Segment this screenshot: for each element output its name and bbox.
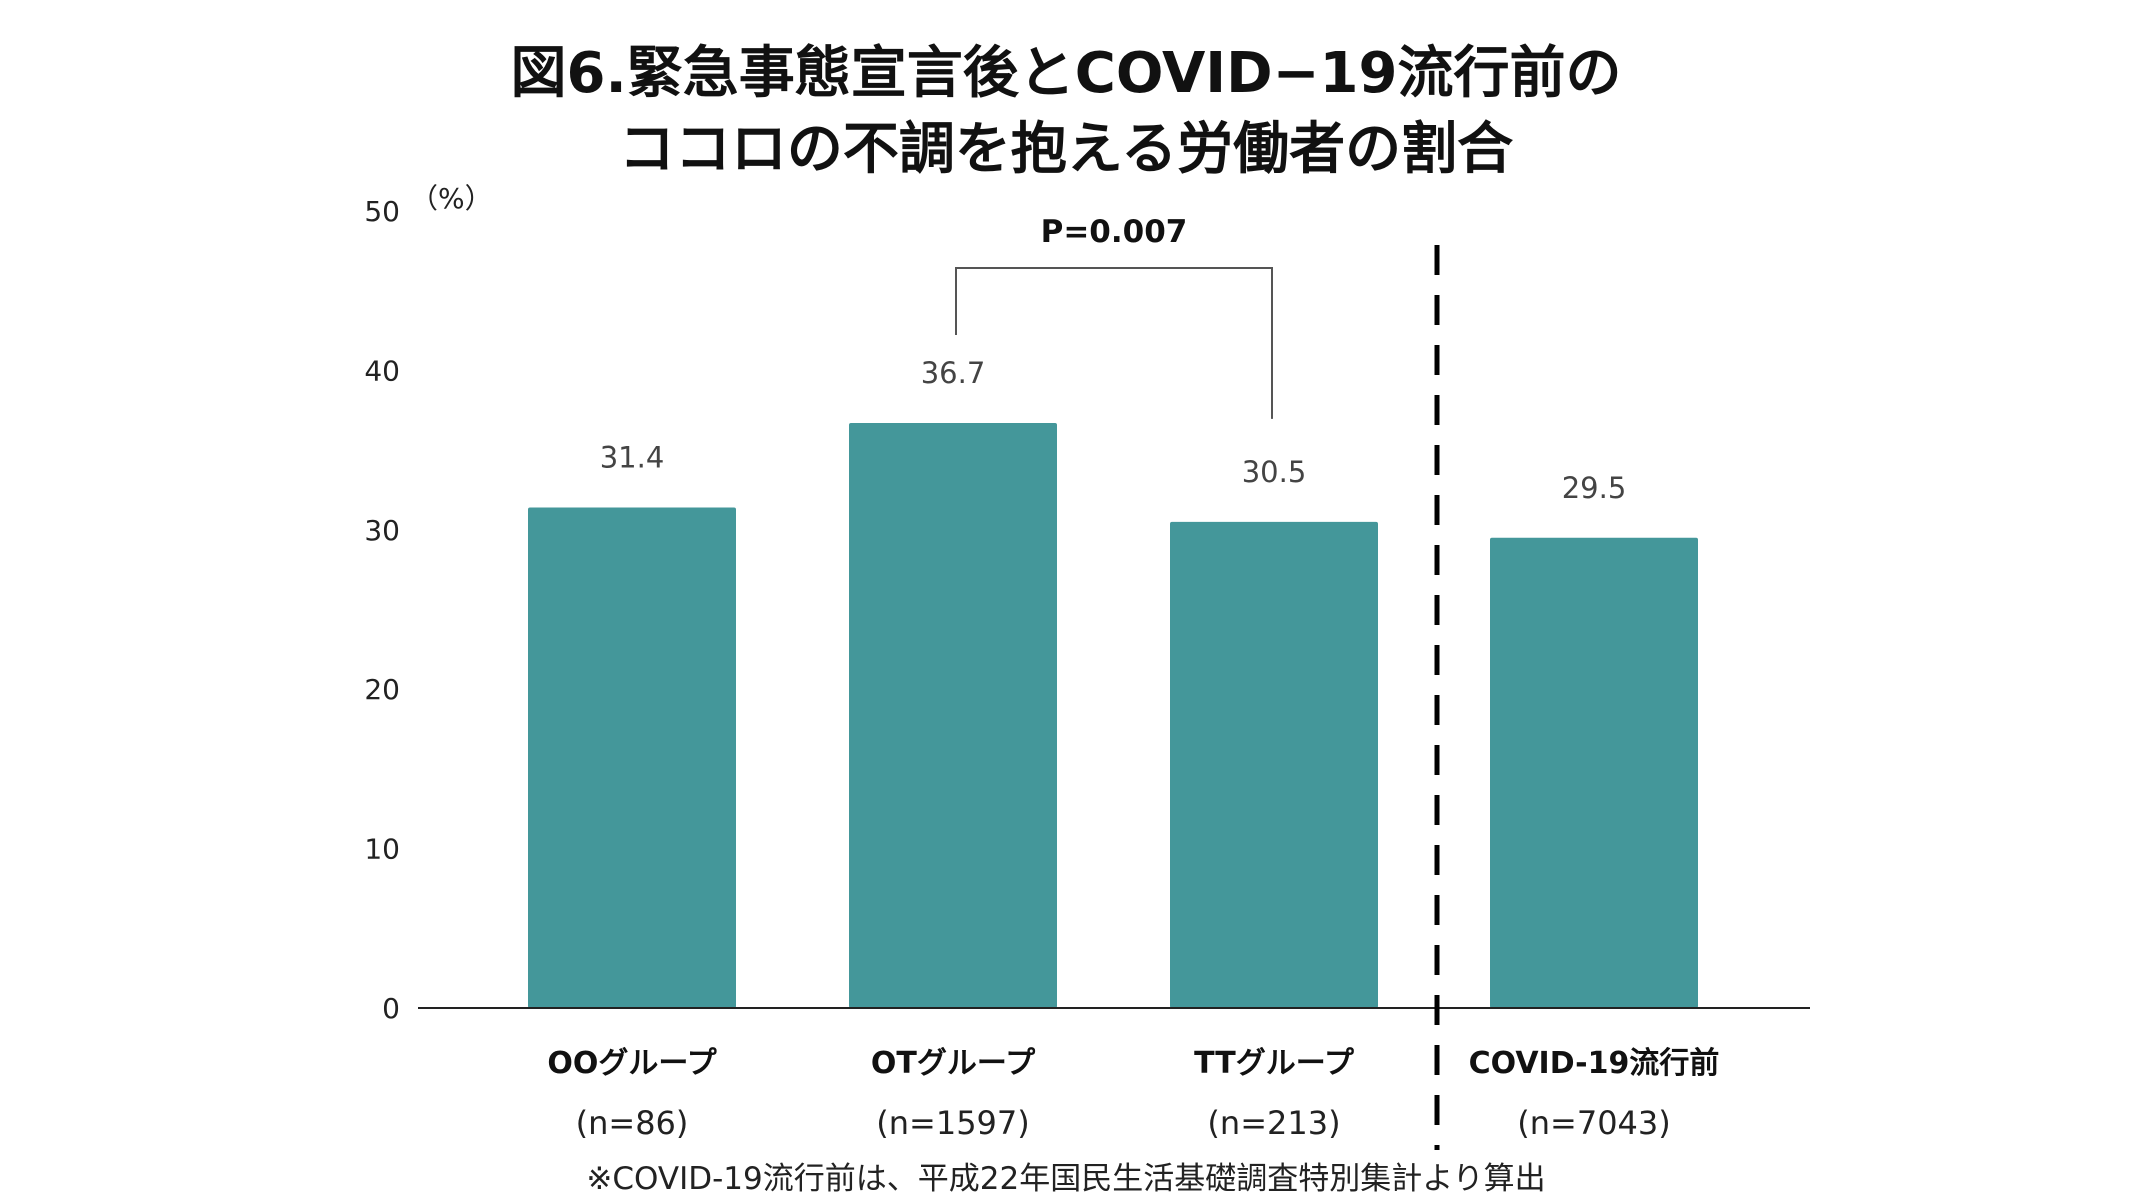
sample-size-label: (n=213) [1207,1104,1340,1142]
significance-bracket [955,267,1273,419]
category-label: OTグループ [871,1046,1036,1081]
bar [528,507,736,1008]
footnote: ※COVID-19流行前は、平成22年国民生活基礎調査特別集計より算出 [586,1161,1546,1197]
y-tick-label: 30 [364,514,400,547]
category-label: OOグループ [547,1046,717,1081]
value-label: 36.7 [921,356,986,390]
bar [1170,521,1378,1008]
y-axis-ticks: 0 10 20 30 40 50 [364,195,400,1025]
p-value-label: P=0.007 [1041,214,1188,250]
y-tick-label: 0 [382,992,400,1025]
category-label: COVID-19流行前 [1469,1046,1720,1081]
value-labels: 31.4 36.7 30.5 29.5 [600,356,1627,505]
y-unit-label: （%） [410,182,493,215]
y-tick-label: 10 [364,833,400,866]
sample-size-label: (n=1597) [876,1104,1030,1142]
category-label: TTグループ [1194,1046,1355,1081]
value-label: 30.5 [1242,455,1307,489]
bar [849,423,1057,1008]
value-label: 29.5 [1562,471,1627,505]
y-tick-label: 40 [364,354,400,387]
value-label: 31.4 [600,440,665,474]
sample-size-label: (n=86) [576,1104,689,1142]
sample-size-label: (n=7043) [1517,1104,1671,1142]
y-tick-label: 50 [364,195,400,228]
chart-title-line2: ココロの不調を抱える労働者の割合 [618,117,1514,182]
category-labels: OOグループ (n=86) OTグループ (n=1597) TTグループ (n=213) C… [547,1046,1719,1142]
bars [528,423,1698,1008]
chart-title-line1: 図6.緊急事態宣言後とCOVID−19流行前の [510,41,1622,106]
y-tick-label: 20 [364,673,400,706]
bar [1490,537,1698,1008]
